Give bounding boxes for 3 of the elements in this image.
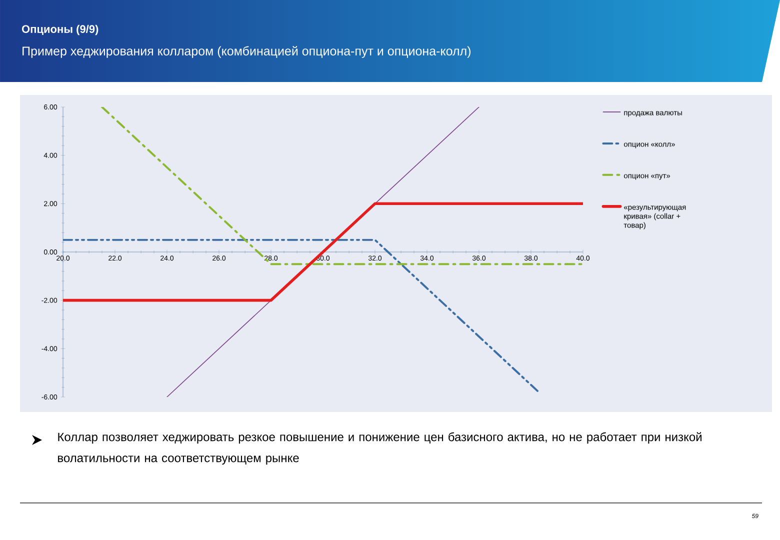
text: Коллар позволяет хеджировать резкое повышение и понижение цен базисного актива, но не работает при низкой волатильности на соответствующем рынке [58, 432, 702, 465]
chart-title: Опционы (9/9) [22, 24, 98, 36]
chart-subtitle: Пример хеджирования колларом (комбинацией опциона-пут и опциона-колл) [22, 46, 470, 58]
